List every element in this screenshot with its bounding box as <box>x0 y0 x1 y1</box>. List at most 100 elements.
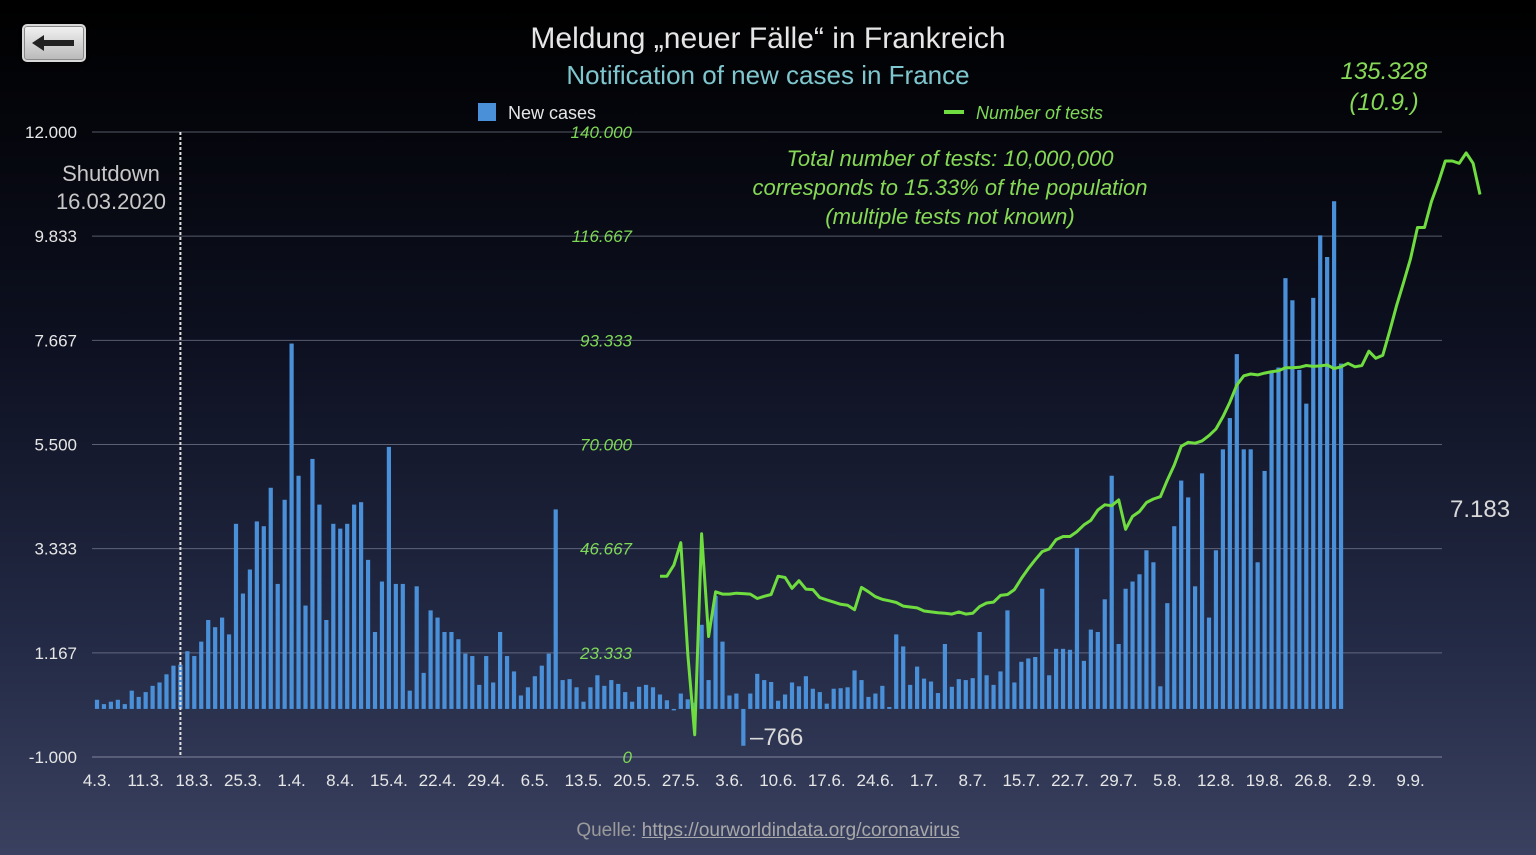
x-axis-tick-label: 11.3. <box>127 771 164 790</box>
x-axis-tick-label: 15.4. <box>370 771 408 790</box>
back-button[interactable] <box>22 24 86 62</box>
bar-new-cases <box>1311 297 1316 709</box>
bar-new-cases <box>372 632 378 709</box>
x-axis-tick-label: 2.9. <box>1348 771 1376 790</box>
bar-new-cases <box>671 708 676 711</box>
right-axis-tick-label: 70.000 <box>580 436 633 455</box>
bar-new-cases <box>108 701 113 709</box>
bar-new-cases <box>824 703 829 709</box>
bar-new-cases <box>1067 649 1073 709</box>
bar-new-cases <box>1137 574 1142 709</box>
bar-new-cases <box>240 593 246 709</box>
bar-new-cases <box>1179 480 1184 709</box>
bar-new-cases <box>484 656 489 709</box>
bar-new-cases <box>1234 354 1239 709</box>
bar-new-cases <box>546 653 551 709</box>
bar-new-cases <box>511 671 517 709</box>
bar-new-cases <box>421 672 426 709</box>
bar-new-cases <box>859 680 864 709</box>
bar-new-cases <box>233 523 239 709</box>
x-axis-tick-label: 3.6. <box>715 771 743 790</box>
bar-new-cases <box>866 696 871 709</box>
bar-new-cases <box>310 458 315 709</box>
bar-new-cases <box>1227 418 1232 709</box>
bar-new-cases <box>261 526 266 709</box>
left-axis-tick-label: 9.833 <box>34 227 77 246</box>
bar-new-cases <box>94 699 100 709</box>
bar-new-cases <box>192 656 197 709</box>
bar-new-cases <box>921 678 927 709</box>
bar-new-cases <box>178 664 183 709</box>
bar-new-cases <box>206 619 211 709</box>
bar-new-cases <box>1005 610 1010 709</box>
x-axis-tick-label: 29.7. <box>1100 771 1138 790</box>
bar-new-cases <box>991 684 996 709</box>
bar-new-cases <box>345 523 350 709</box>
bar-new-cases <box>1276 367 1281 709</box>
bar-new-cases <box>727 695 732 709</box>
bar-new-cases <box>831 688 836 709</box>
line-series-number-of-tests <box>660 151 1482 737</box>
bar-new-cases <box>1199 473 1205 709</box>
bar-new-cases <box>685 699 690 709</box>
bar-new-cases <box>567 679 572 709</box>
bar-new-cases <box>1318 235 1323 709</box>
bar-new-cases <box>407 690 412 709</box>
bar-new-cases <box>532 676 537 709</box>
bar-new-cases <box>956 679 961 709</box>
bar-new-cases <box>518 695 524 709</box>
bar-new-cases <box>442 632 447 709</box>
peak-label: 135.328 (10.9.) <box>1316 56 1452 118</box>
bar-new-cases <box>873 693 878 709</box>
x-axis-tick-label: 18.3. <box>175 771 213 790</box>
bar-new-cases <box>1095 632 1100 709</box>
legend-swatch-bar <box>478 103 496 121</box>
tests-annotation-line1: Total number of tests: 10,000,000 <box>786 146 1114 171</box>
bar-new-cases <box>1088 629 1093 709</box>
bar-new-cases <box>1255 562 1260 709</box>
x-axis-tick-label: 19.8. <box>1246 771 1284 790</box>
bar-new-cases <box>637 686 642 709</box>
bar-new-cases <box>226 634 232 709</box>
bar-new-cases <box>650 687 656 709</box>
bar-new-cases <box>254 521 259 709</box>
bar-new-cases <box>574 687 579 709</box>
source-link[interactable]: https://ourworldindata.org/coronavirus <box>641 820 960 841</box>
back-arrow-icon <box>32 35 74 51</box>
bar-new-cases <box>748 693 753 709</box>
bar-new-cases <box>1262 470 1267 709</box>
bar-new-cases <box>602 685 607 709</box>
chart-subtitle: Notification of new cases in France <box>566 60 970 90</box>
bar-new-cases <box>491 682 496 709</box>
bar-new-cases <box>942 644 947 709</box>
shutdown-label-line2: 16.03.2020 <box>55 189 167 214</box>
bar-new-cases <box>1325 257 1330 709</box>
bar-new-cases <box>838 688 843 709</box>
bar-new-cases <box>880 685 885 709</box>
bar-new-cases <box>595 675 600 709</box>
right-axis-tick-label: 140.000 <box>571 123 633 142</box>
x-axis-tick-label: 27.5. <box>662 771 700 790</box>
x-axis-tick-label: 5.8. <box>1153 771 1181 790</box>
bar-new-cases <box>1081 660 1086 709</box>
bar-series-new-cases <box>94 201 1344 746</box>
grid-lines <box>92 131 1442 758</box>
bar-new-cases <box>782 694 788 709</box>
bar-new-cases <box>998 671 1003 709</box>
bar-new-cases <box>1047 675 1052 709</box>
bar-new-cases <box>970 678 975 709</box>
bar-new-cases <box>1241 449 1246 709</box>
bar-new-cases <box>1116 644 1121 709</box>
legend-new-cases: New cases <box>478 103 596 124</box>
x-axis-tick-label: 26.8. <box>1294 771 1332 790</box>
shutdown-label-line1: Shutdown <box>62 161 160 186</box>
bar-new-cases <box>762 680 767 709</box>
right-axis-tick-label: 23.333 <box>579 644 633 663</box>
bar-new-cases <box>393 583 398 709</box>
bar-new-cases <box>1220 449 1225 709</box>
bar-new-cases <box>1297 369 1302 709</box>
bar-new-cases <box>755 673 760 709</box>
bar-new-cases <box>803 676 808 709</box>
bar-new-cases <box>282 499 287 709</box>
